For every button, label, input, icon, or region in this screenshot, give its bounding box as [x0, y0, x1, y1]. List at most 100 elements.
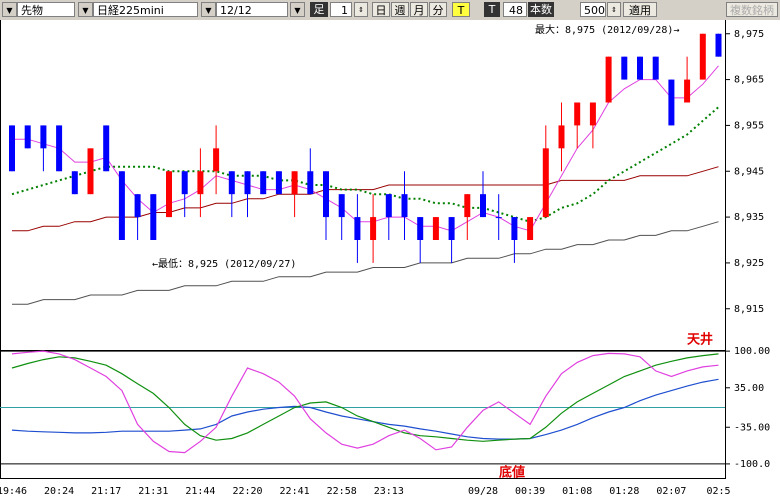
- candle-body: [511, 217, 518, 240]
- candle-body: [213, 148, 220, 172]
- x-tick-label: 00:39: [515, 486, 545, 497]
- moving-average: [11, 106, 720, 223]
- oscillator-line: [11, 350, 719, 454]
- x-tick-label: 23:13: [374, 486, 404, 497]
- max-input[interactable]: 500: [580, 2, 606, 17]
- day-button[interactable]: 日: [372, 2, 390, 17]
- candle-body: [24, 125, 31, 149]
- candle-body: [684, 79, 691, 103]
- min-annotation: ←最低：8,925 (2012/09/27): [152, 257, 296, 270]
- spinner[interactable]: ⇕: [354, 2, 368, 17]
- background: [0, 20, 780, 500]
- x-tick-label: 01:28: [609, 486, 639, 497]
- dropdown-arrow[interactable]: ▼: [290, 2, 305, 17]
- minute-button[interactable]: 分: [429, 2, 447, 17]
- moving-average: [12, 221, 719, 305]
- max-annotation: 最大：8,975 (2012/09/28)→: [535, 23, 679, 36]
- x-tick-label: 22:20: [232, 486, 262, 497]
- candle-body: [150, 194, 157, 240]
- spinner[interactable]: ⇕: [607, 2, 621, 17]
- y-tick-label: 8,925: [734, 258, 764, 269]
- candle-body: [307, 171, 314, 195]
- candle-body: [417, 217, 424, 240]
- candle-body: [228, 171, 235, 195]
- floor-label: 底値: [499, 465, 525, 481]
- apply-button[interactable]: 適用: [623, 2, 657, 17]
- toolbar: ▼ 先物 ▼ 日経225mini ▼ 12/12 ▼ 足 1 ⇕ 日 週 月 分…: [0, 0, 780, 20]
- x-tick-label: 02:07: [656, 486, 686, 497]
- candle-body: [181, 171, 188, 195]
- candle-body: [621, 56, 628, 80]
- y-tick-label: 8,965: [734, 75, 764, 86]
- candle-body: [260, 171, 267, 195]
- candle-body: [480, 194, 486, 218]
- x-tick-label: 21:31: [138, 486, 168, 497]
- candle-body: [166, 171, 172, 218]
- candle-body: [699, 33, 706, 80]
- candle-body: [40, 125, 47, 149]
- count-label: 本数: [528, 2, 554, 17]
- multi-button[interactable]: 複数銘柄: [726, 2, 778, 17]
- candle-body: [370, 217, 377, 240]
- candle-body: [197, 171, 204, 195]
- x-tick-label: 22:41: [280, 486, 310, 497]
- y-tick-label: 8,945: [734, 166, 764, 177]
- y-tick-label: 100.00: [734, 346, 770, 357]
- y-tick-label: 8,975: [734, 29, 764, 40]
- candle-body: [354, 217, 361, 240]
- count-input[interactable]: 48: [503, 2, 527, 17]
- x-tick-label: 09/28: [468, 486, 498, 497]
- contract-select[interactable]: 12/12: [216, 2, 288, 17]
- candle-body: [495, 217, 502, 219]
- month-button[interactable]: 月: [410, 2, 428, 17]
- oscillator-line: [11, 353, 719, 442]
- candle-body: [448, 217, 455, 240]
- candle-body: [652, 56, 659, 80]
- y-tick-label: -35.00: [734, 422, 770, 433]
- candle-body: [134, 194, 141, 218]
- dropdown-arrow[interactable]: ▼: [78, 2, 93, 17]
- candle-body: [338, 194, 345, 218]
- x-tick-label: 21:17: [91, 486, 121, 497]
- y-tick-label: 35.00: [734, 383, 764, 394]
- moving-average: [12, 166, 719, 232]
- candle-body: [637, 56, 643, 80]
- x-tick-label: 01:08: [562, 486, 592, 497]
- dropdown-arrow[interactable]: ▼: [201, 2, 216, 17]
- week-button[interactable]: 週: [391, 2, 409, 17]
- y-tick-label: 8,915: [734, 304, 764, 315]
- dropdown-arrow[interactable]: ▼: [2, 2, 17, 17]
- candle-body: [527, 217, 534, 240]
- candle-body: [401, 194, 408, 218]
- candle-body: [715, 33, 722, 57]
- candle-body: [291, 171, 298, 195]
- tick-button[interactable]: T: [452, 2, 470, 17]
- moving-average: [12, 65, 719, 232]
- candle-body: [605, 56, 612, 103]
- candle-body: [56, 125, 63, 172]
- candle-body: [9, 125, 15, 172]
- market-select[interactable]: 先物: [17, 2, 75, 17]
- candle-body: [244, 171, 251, 195]
- y-tick-label: 8,935: [734, 212, 764, 223]
- candle-body: [103, 125, 110, 172]
- candle-body: [432, 217, 439, 240]
- candle-body: [574, 102, 581, 126]
- candle-body: [464, 194, 471, 218]
- symbol-select[interactable]: 日経225mini: [93, 2, 198, 17]
- ceiling-label: 天井: [687, 332, 713, 348]
- candle-body: [323, 171, 329, 218]
- bar-count-input[interactable]: 1: [330, 2, 352, 17]
- candle-body: [118, 171, 125, 240]
- candle-body: [558, 125, 565, 149]
- x-tick-label: 22:58: [327, 486, 357, 497]
- candle-body: [668, 79, 675, 126]
- x-tick-label: 21:44: [185, 486, 215, 497]
- x-tick-label: 20:24: [44, 486, 74, 497]
- candle-body: [385, 194, 392, 218]
- candle-body: [542, 148, 549, 218]
- candle-body: [275, 171, 282, 195]
- t-label: T: [484, 2, 500, 17]
